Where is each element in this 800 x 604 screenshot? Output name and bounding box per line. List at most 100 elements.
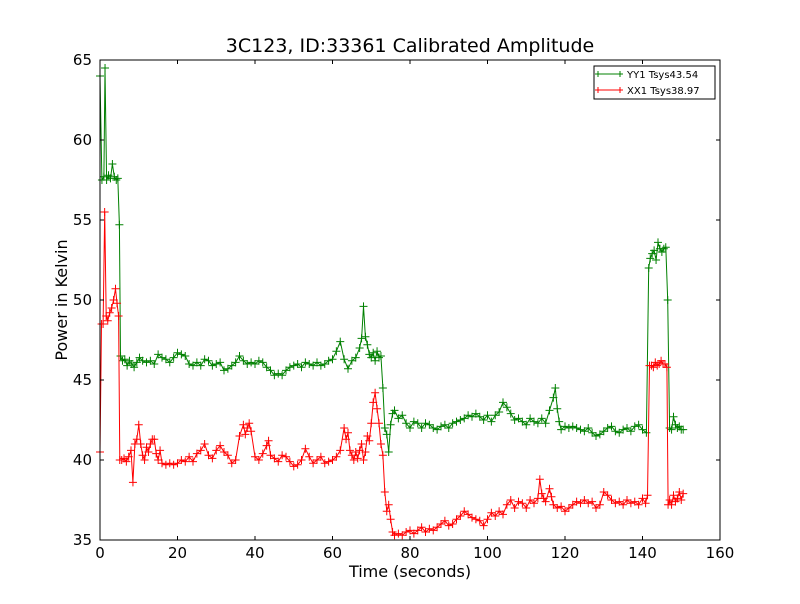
data-point [514,497,523,506]
data-point [650,246,659,255]
data-point [603,424,612,432]
data-point [580,427,589,436]
data-point [102,176,111,184]
data-point [165,459,174,468]
data-point [475,516,484,525]
data-point [545,406,554,415]
data-point [437,422,445,431]
data-point [332,452,341,461]
data-point [328,456,337,464]
data-point [227,459,236,468]
data-point [611,499,620,508]
x-tick-label: 160 [706,544,735,562]
data-point [398,531,407,540]
data-point [241,430,250,439]
data-point [282,366,290,375]
data-point [342,435,351,444]
data-point [592,432,600,440]
data-point [173,459,182,468]
data-point [173,348,182,357]
data-point [483,515,492,524]
data-point [251,360,259,368]
data-point [114,312,123,320]
plot-area [96,64,688,540]
data-point [588,428,597,437]
data-point [433,425,442,434]
data-point [351,448,360,456]
data-point [208,454,217,463]
data-point [386,515,395,524]
data-point [309,459,318,468]
data-point [262,363,271,372]
data-point [657,356,666,365]
data-point [130,363,139,372]
data-point [603,491,612,500]
data-point [152,449,161,458]
data-point [651,358,660,367]
data-point [417,523,426,532]
data-point [251,452,259,461]
data-point [136,440,145,448]
data-point [301,444,310,453]
data-point [537,414,546,423]
data-point [460,507,469,516]
data-point [223,451,232,460]
legend-box [593,65,716,100]
data-point [448,520,457,528]
data-point [375,419,383,428]
data-point [421,528,430,536]
data-point [146,440,155,448]
data-point [425,524,434,533]
data-point [258,449,267,458]
data-point [572,424,581,432]
x-tick-label: 20 [168,544,187,562]
data-point [369,348,378,357]
series-1 [96,208,688,540]
data-point [376,440,385,448]
data-point [615,497,624,506]
data-point [641,499,650,508]
data-point [111,284,120,293]
data-point [115,220,124,229]
data-point [413,419,422,428]
data-point [475,412,484,421]
data-point [665,496,674,504]
data-point [675,422,684,431]
data-point [185,452,194,461]
data-point [110,172,119,181]
data-point [357,334,366,343]
data-point [247,358,256,367]
data-point [285,457,294,466]
data-point [351,353,360,362]
data-point [568,500,577,509]
data-point [634,420,643,429]
data-point [297,363,306,372]
data-point [245,419,254,428]
data-point [365,350,374,359]
data-point [371,356,380,365]
data-point [169,353,178,362]
data-point [380,488,389,496]
data-point [510,416,519,424]
data-point [568,422,577,431]
data-point [378,451,387,460]
series-0 [96,64,688,456]
data-point [112,176,121,184]
data-point [247,427,256,436]
data-point [452,417,461,426]
data-point [456,416,465,424]
data-point [502,403,511,412]
data-point [483,411,492,420]
data-point [347,451,356,460]
data-point [661,243,670,252]
data-point [555,417,564,426]
data-point [305,360,314,368]
data-point [122,457,131,466]
data-point [357,440,366,448]
data-point [103,316,112,325]
data-point [313,358,321,367]
data-point [464,411,473,420]
data-point [227,361,236,370]
data-point [289,462,298,471]
data-point [522,420,531,429]
